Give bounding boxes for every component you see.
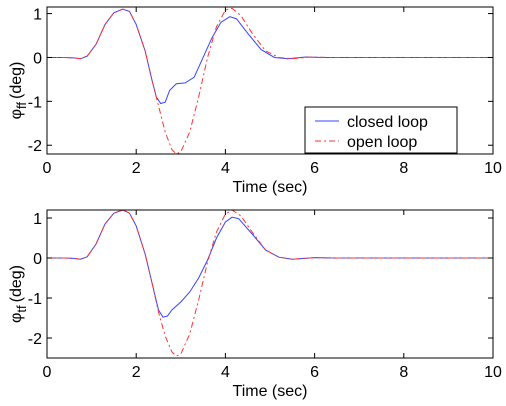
plot-area-frame bbox=[46, 6, 494, 155]
series-line-closed-loop bbox=[47, 8, 493, 105]
y-axis-unit: (deg) bbox=[8, 265, 25, 302]
legend-box bbox=[304, 106, 458, 154]
legend-label: open loop bbox=[347, 134, 417, 151]
x-tick-label: 8 bbox=[399, 364, 408, 381]
chart-panel-2: 0 2 4 6 8 10 -2 -1 0 1 Time (sec) φtf (deg) bbox=[8, 209, 502, 400]
y-axis-subscript: ff bbox=[14, 102, 29, 109]
y-tick-label: -2 bbox=[28, 138, 42, 155]
y-axis-symbol: φ bbox=[8, 109, 25, 119]
y-tick-label: 1 bbox=[33, 211, 42, 228]
x-tick-label: 0 bbox=[43, 364, 52, 381]
x-tick-label: 6 bbox=[310, 160, 319, 177]
x-axis-label: Time (sec) bbox=[233, 179, 308, 196]
y-tick-label: 0 bbox=[33, 251, 42, 268]
y-axis-subscript: tf bbox=[14, 305, 29, 313]
y-tick-label: -2 bbox=[28, 331, 42, 348]
series-line-open-loop bbox=[47, 210, 493, 357]
x-axis-label: Time (sec) bbox=[233, 383, 308, 400]
legend: closed loop open loop bbox=[304, 106, 458, 154]
x-tick-label: 6 bbox=[310, 364, 319, 381]
x-tick-label: 4 bbox=[221, 364, 230, 381]
y-axis-label: φtf (deg) bbox=[8, 265, 29, 323]
chart-panel-1: 0 2 4 6 8 10 -2 -1 0 1 Time (sec) φff (deg) closed lo… bbox=[8, 6, 502, 196]
series-line-closed-loop bbox=[47, 210, 493, 318]
x-tick-label: 8 bbox=[399, 160, 408, 177]
x-tick-label: 10 bbox=[484, 160, 502, 177]
y-tick-label: -1 bbox=[28, 94, 42, 111]
legend-label: closed loop bbox=[347, 114, 428, 131]
x-tick-label: 2 bbox=[132, 364, 141, 381]
y-tick-label: 0 bbox=[33, 50, 42, 67]
y-axis-symbol: φ bbox=[8, 313, 25, 323]
y-axis-label: φff (deg) bbox=[8, 62, 29, 120]
y-axis-unit: (deg) bbox=[8, 62, 25, 99]
y-tick-label: -1 bbox=[28, 291, 42, 308]
x-tick-label: 10 bbox=[484, 364, 502, 381]
x-tick-label: 2 bbox=[132, 160, 141, 177]
plot-area-frame bbox=[46, 209, 494, 359]
x-tick-label: 4 bbox=[221, 160, 230, 177]
y-tick-label: 1 bbox=[33, 7, 42, 24]
x-tick-label: 0 bbox=[43, 160, 52, 177]
series-line-open-loop bbox=[47, 7, 493, 154]
